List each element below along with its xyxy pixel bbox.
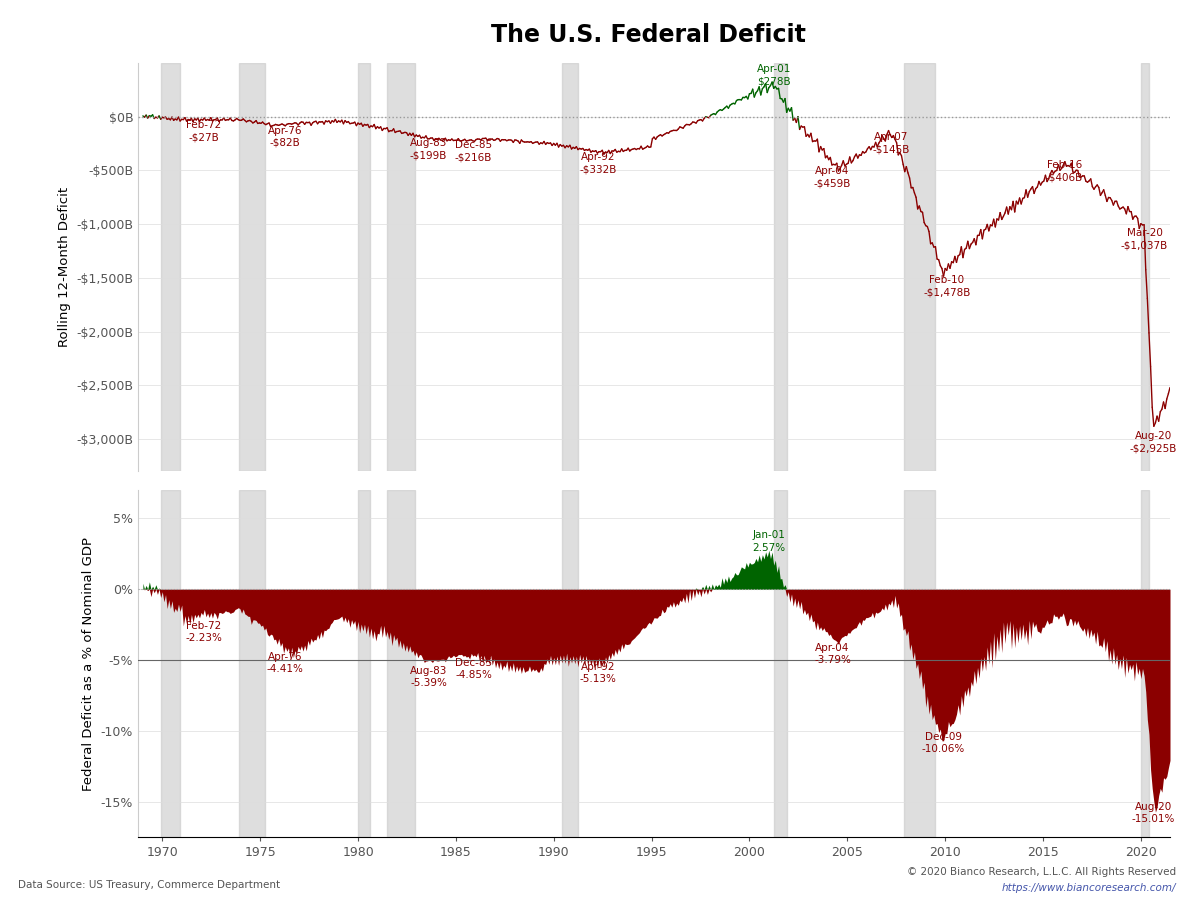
Bar <box>905 491 935 837</box>
Text: Apr-01
$278B: Apr-01 $278B <box>757 65 791 86</box>
Text: Aug-20
-15.01%: Aug-20 -15.01% <box>1132 802 1175 824</box>
Text: Dec-09
-10.06%: Dec-09 -10.06% <box>922 732 965 754</box>
Bar <box>905 63 935 472</box>
Bar <box>562 63 578 472</box>
Text: https://www.biancoresearch.com/: https://www.biancoresearch.com/ <box>1002 883 1176 893</box>
Bar <box>388 63 415 472</box>
Y-axis label: Rolling 12-Month Deficit: Rolling 12-Month Deficit <box>58 187 71 347</box>
Text: Aug-20
-$2,925B: Aug-20 -$2,925B <box>1129 431 1177 454</box>
Text: The U.S. Federal Deficit: The U.S. Federal Deficit <box>491 22 805 47</box>
Text: Aug-83
-$199B: Aug-83 -$199B <box>410 138 448 160</box>
Y-axis label: Federal Deficit as a % of Nominal GDP: Federal Deficit as a % of Nominal GDP <box>83 536 95 790</box>
Text: Mar-20
-$1,037B: Mar-20 -$1,037B <box>1121 228 1168 250</box>
Text: Apr-04
-3.79%: Apr-04 -3.79% <box>814 643 851 665</box>
Bar <box>774 491 787 837</box>
Text: Apr-76
-4.41%: Apr-76 -4.41% <box>266 652 304 674</box>
Bar <box>358 491 370 837</box>
Text: Feb-72
-$27B: Feb-72 -$27B <box>186 120 221 142</box>
Text: Apr-04
-$459B: Apr-04 -$459B <box>814 166 851 188</box>
Bar <box>1141 63 1148 472</box>
Text: Jan-01
2.57%: Jan-01 2.57% <box>752 530 786 553</box>
Text: Dec-85
-4.85%: Dec-85 -4.85% <box>455 658 492 680</box>
Bar <box>774 63 787 472</box>
Bar <box>161 63 180 472</box>
Bar <box>1141 491 1148 837</box>
Bar <box>239 491 265 837</box>
Bar <box>388 491 415 837</box>
Text: Apr-92
-$332B: Apr-92 -$332B <box>580 152 617 175</box>
Text: © 2020 Bianco Research, L.L.C. All Rights Reserved: © 2020 Bianco Research, L.L.C. All Right… <box>907 867 1176 877</box>
Text: Apr-76
-$82B: Apr-76 -$82B <box>268 125 302 148</box>
Bar <box>161 491 180 837</box>
Text: Dec-85
-$216B: Dec-85 -$216B <box>455 140 492 162</box>
Text: Feb-16
-$406B: Feb-16 -$406B <box>1045 160 1082 183</box>
Text: Data Source: US Treasury, Commerce Department: Data Source: US Treasury, Commerce Depar… <box>18 880 280 890</box>
Text: Feb-10
-$1,478B: Feb-10 -$1,478B <box>923 275 971 298</box>
Bar <box>562 491 578 837</box>
Text: Feb-72
-2.23%: Feb-72 -2.23% <box>185 621 222 644</box>
Bar <box>239 63 265 472</box>
Bar <box>358 63 370 472</box>
Text: Apr-92
-5.13%: Apr-92 -5.13% <box>580 662 616 684</box>
Text: Aug-83
-5.39%: Aug-83 -5.39% <box>410 665 448 688</box>
Text: Apr-07
-$145B: Apr-07 -$145B <box>872 132 910 155</box>
